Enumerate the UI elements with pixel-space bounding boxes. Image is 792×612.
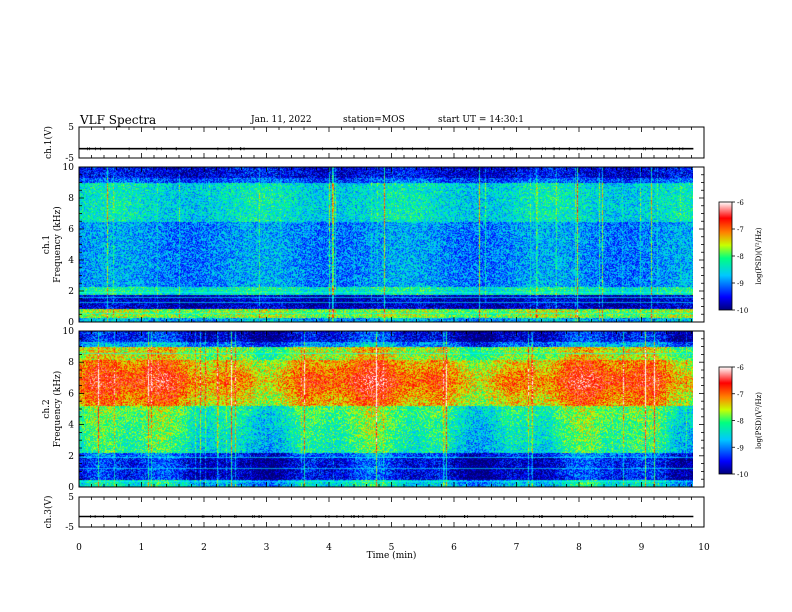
ylabel: ch.3(V) [43, 496, 54, 529]
ch1-spectrogram-heatmap [79, 167, 693, 322]
ytick-label: 6 [68, 389, 74, 399]
colorbar-tick-label: -9 [737, 444, 744, 452]
xtick-label: 7 [514, 543, 520, 553]
ytick-label: 4 [68, 421, 74, 431]
ylabel: ch.1 [42, 235, 52, 254]
xtick-label: 10 [698, 543, 710, 553]
xtick-label: 5 [389, 543, 395, 553]
xtick-label: 2 [201, 543, 207, 553]
colorbar-label: log(PSD)(V²/Hz) [755, 227, 763, 284]
ytick-label: 2 [68, 287, 74, 297]
ytick-label: 8 [68, 194, 74, 204]
ytick-label: 0 [68, 483, 74, 493]
colorbar-tick-label: -8 [737, 418, 744, 426]
ytick-label: 6 [68, 225, 74, 235]
xtick-label: 0 [76, 543, 82, 553]
ytick-label: 10 [63, 327, 75, 337]
ytick-label: 0 [68, 318, 74, 328]
colorbar-tick-label: -6 [737, 199, 744, 207]
colorbar-tick-label: -10 [737, 471, 748, 479]
start-ut-label: start UT = 14:30:1 [438, 115, 524, 125]
colorbar-label: log(PSD)(V²/Hz) [755, 392, 763, 449]
xtick-label: 3 [264, 543, 270, 553]
station-label: station=MOS [343, 115, 405, 125]
chart-title: VLF Spectra [80, 113, 157, 127]
ylabel: Frequency (kHz) [52, 206, 63, 283]
xtick-label: 4 [326, 543, 332, 553]
xtick-label: 9 [639, 543, 645, 553]
colorbar-tick-label: -7 [737, 226, 744, 234]
xaxis-label: Time (min) [367, 550, 417, 561]
ylabel: ch.2 [42, 399, 52, 418]
ylabel: Frequency (kHz) [52, 371, 63, 448]
ytick-label: 5 [68, 123, 74, 133]
ytick-label: 2 [68, 452, 74, 462]
colorbar-tick-label: -6 [737, 364, 744, 372]
colorbar-tick-label: -8 [737, 253, 744, 261]
xtick-label: 1 [139, 543, 145, 553]
date-label: Jan. 11, 2022 [251, 115, 312, 125]
colorbar-tick-label: -7 [737, 391, 744, 399]
xtick-label: 8 [576, 543, 582, 553]
ytick-label: -5 [65, 523, 74, 533]
spec2-image [79, 331, 693, 487]
ytick-label: 4 [68, 256, 74, 266]
ytick-label: -5 [65, 154, 74, 164]
ytick-label: 5 [68, 493, 74, 503]
colorbar-2 [718, 366, 733, 475]
ch2-spectrogram-heatmap [79, 331, 693, 487]
ytick-label: 8 [68, 358, 74, 368]
ylabel: ch.1(V) [43, 126, 54, 159]
ytick-label: 10 [63, 163, 75, 173]
colorbar-tick-label: -9 [737, 280, 744, 288]
xtick-label: 6 [451, 543, 457, 553]
spec1-image [79, 167, 693, 322]
colorbar-tick-label: -10 [737, 307, 748, 315]
colorbar-1 [718, 201, 733, 311]
